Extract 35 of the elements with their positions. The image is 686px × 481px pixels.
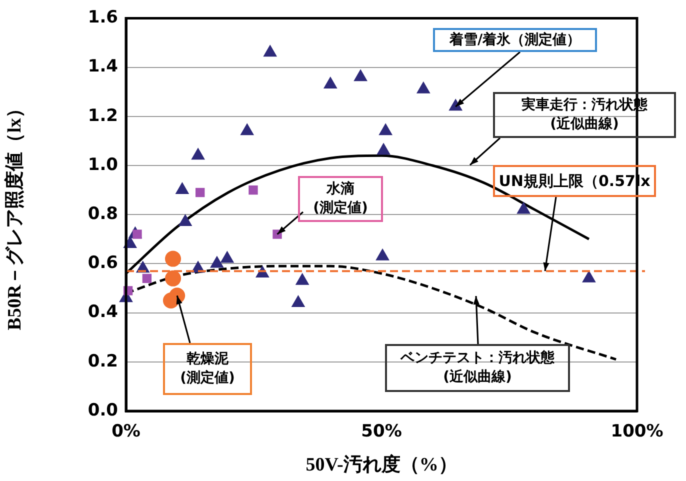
- y-axis-title: B50R－グレア照度値（lx）: [3, 99, 26, 330]
- x-tick-label: 50%: [361, 422, 402, 442]
- point: [291, 294, 306, 307]
- x-axis-title: 50V-汚れ度（%）: [306, 454, 458, 476]
- y-tick-label: 0.0: [88, 400, 118, 420]
- y-tick-label: 0.2: [88, 351, 118, 372]
- y-tick-label: 1.0: [88, 154, 118, 175]
- point: [263, 44, 278, 57]
- annotation: 着雪/着氷（測定値）: [433, 28, 597, 52]
- y-tick-label: 1.6: [88, 8, 118, 28]
- point: [295, 272, 310, 285]
- point: [354, 69, 368, 82]
- point: [191, 148, 205, 160]
- point: [323, 76, 338, 88]
- point: [376, 142, 390, 155]
- point: [416, 81, 430, 94]
- y-tick-label: 1.2: [88, 106, 118, 126]
- point: [210, 256, 224, 268]
- point: [220, 250, 234, 263]
- x-tick-label: 0%: [112, 422, 140, 442]
- point: [378, 123, 393, 136]
- point: [582, 270, 596, 282]
- x-tick-label: 100%: [610, 422, 664, 442]
- point: [376, 248, 390, 260]
- y-tick-label: 0.8: [88, 204, 118, 224]
- annotation: ベンチテスト：汚れ状態 (近似曲線): [385, 344, 570, 392]
- y-tick-label: 1.4: [88, 56, 118, 77]
- annotation: 乾燥泥 (測定値): [163, 343, 252, 395]
- point: [516, 202, 530, 214]
- point: [178, 214, 192, 226]
- point: [175, 182, 190, 194]
- y-tick-label: 0.6: [88, 253, 118, 274]
- annotation: 水滴 (測定値): [298, 176, 383, 222]
- point: [240, 123, 254, 136]
- y-tick-label: 0.4: [88, 302, 118, 322]
